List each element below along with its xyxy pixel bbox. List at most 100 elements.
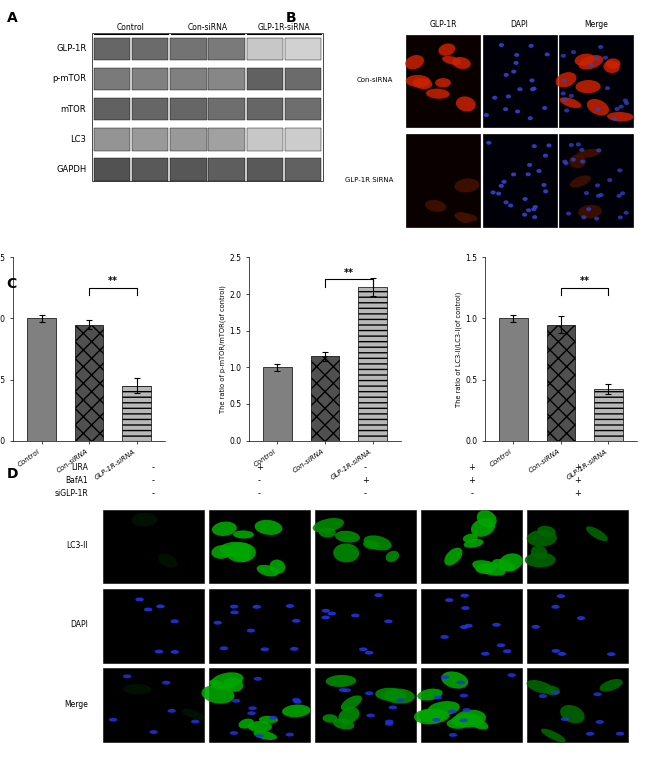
Circle shape	[229, 731, 238, 735]
Ellipse shape	[599, 679, 623, 691]
Text: -: -	[364, 463, 367, 472]
Circle shape	[339, 688, 347, 692]
Circle shape	[545, 52, 550, 56]
Ellipse shape	[226, 543, 256, 562]
Ellipse shape	[576, 149, 601, 158]
Ellipse shape	[526, 530, 557, 546]
Ellipse shape	[220, 542, 252, 556]
Circle shape	[254, 677, 262, 681]
Circle shape	[462, 708, 471, 712]
Circle shape	[448, 733, 457, 737]
Bar	[170, 98, 207, 121]
Ellipse shape	[438, 43, 455, 55]
Ellipse shape	[233, 550, 250, 562]
Bar	[209, 128, 245, 150]
Text: Con-siRNA: Con-siRNA	[187, 23, 228, 32]
Bar	[421, 510, 522, 584]
Bar	[285, 68, 321, 90]
Circle shape	[511, 172, 516, 176]
Ellipse shape	[202, 685, 235, 704]
Circle shape	[528, 44, 534, 48]
Circle shape	[530, 87, 535, 91]
Circle shape	[547, 143, 552, 147]
Ellipse shape	[463, 539, 484, 548]
Bar	[247, 98, 283, 121]
Bar	[285, 98, 321, 121]
Ellipse shape	[255, 520, 282, 535]
Ellipse shape	[452, 57, 471, 69]
Bar	[247, 159, 283, 181]
Bar	[132, 128, 168, 150]
Ellipse shape	[224, 677, 243, 692]
Circle shape	[620, 191, 625, 195]
Ellipse shape	[578, 55, 603, 70]
Circle shape	[529, 78, 534, 83]
Ellipse shape	[318, 528, 336, 537]
Ellipse shape	[454, 710, 486, 728]
Circle shape	[247, 711, 256, 715]
Ellipse shape	[526, 680, 554, 694]
Ellipse shape	[182, 709, 204, 720]
Circle shape	[456, 681, 465, 685]
Ellipse shape	[158, 553, 177, 568]
Ellipse shape	[560, 705, 584, 723]
Circle shape	[532, 625, 540, 628]
Circle shape	[123, 675, 131, 679]
Bar	[527, 589, 629, 663]
Text: DAPI: DAPI	[511, 20, 528, 29]
Circle shape	[607, 178, 612, 182]
Circle shape	[441, 676, 449, 679]
Circle shape	[577, 616, 585, 620]
Circle shape	[292, 619, 300, 622]
Ellipse shape	[454, 178, 479, 193]
Circle shape	[619, 105, 624, 109]
Bar	[247, 128, 283, 150]
Circle shape	[624, 101, 629, 105]
Bar	[482, 35, 556, 127]
Bar	[94, 68, 130, 90]
Ellipse shape	[454, 213, 478, 222]
Circle shape	[293, 700, 302, 704]
Ellipse shape	[469, 719, 488, 729]
Circle shape	[528, 116, 533, 120]
Circle shape	[566, 212, 571, 216]
Bar	[247, 68, 283, 90]
Ellipse shape	[471, 518, 495, 537]
Ellipse shape	[455, 212, 472, 223]
Circle shape	[491, 191, 496, 194]
Ellipse shape	[341, 695, 362, 710]
Ellipse shape	[209, 679, 223, 688]
Circle shape	[168, 709, 176, 713]
Circle shape	[252, 605, 261, 609]
Ellipse shape	[282, 704, 311, 717]
Circle shape	[389, 706, 397, 710]
Circle shape	[460, 694, 468, 698]
Text: +: +	[575, 490, 581, 498]
Circle shape	[432, 718, 441, 722]
Text: DAPI: DAPI	[70, 620, 88, 629]
Ellipse shape	[313, 518, 344, 533]
Circle shape	[247, 628, 255, 632]
Text: siGLP-1R: siGLP-1R	[54, 490, 88, 498]
Circle shape	[527, 163, 532, 167]
Circle shape	[499, 43, 504, 47]
Circle shape	[579, 148, 584, 152]
Circle shape	[569, 143, 574, 147]
Bar	[209, 98, 245, 121]
Ellipse shape	[492, 559, 515, 572]
Circle shape	[359, 647, 367, 651]
Circle shape	[586, 732, 594, 735]
Circle shape	[612, 117, 618, 121]
Circle shape	[261, 647, 269, 651]
Ellipse shape	[531, 546, 547, 559]
Ellipse shape	[556, 72, 577, 87]
Text: **: **	[580, 276, 590, 286]
Ellipse shape	[363, 535, 391, 550]
Circle shape	[616, 194, 621, 198]
Ellipse shape	[384, 688, 415, 704]
Circle shape	[506, 94, 511, 99]
Circle shape	[595, 720, 604, 724]
Circle shape	[508, 203, 514, 207]
Circle shape	[543, 190, 549, 194]
Circle shape	[526, 172, 531, 176]
